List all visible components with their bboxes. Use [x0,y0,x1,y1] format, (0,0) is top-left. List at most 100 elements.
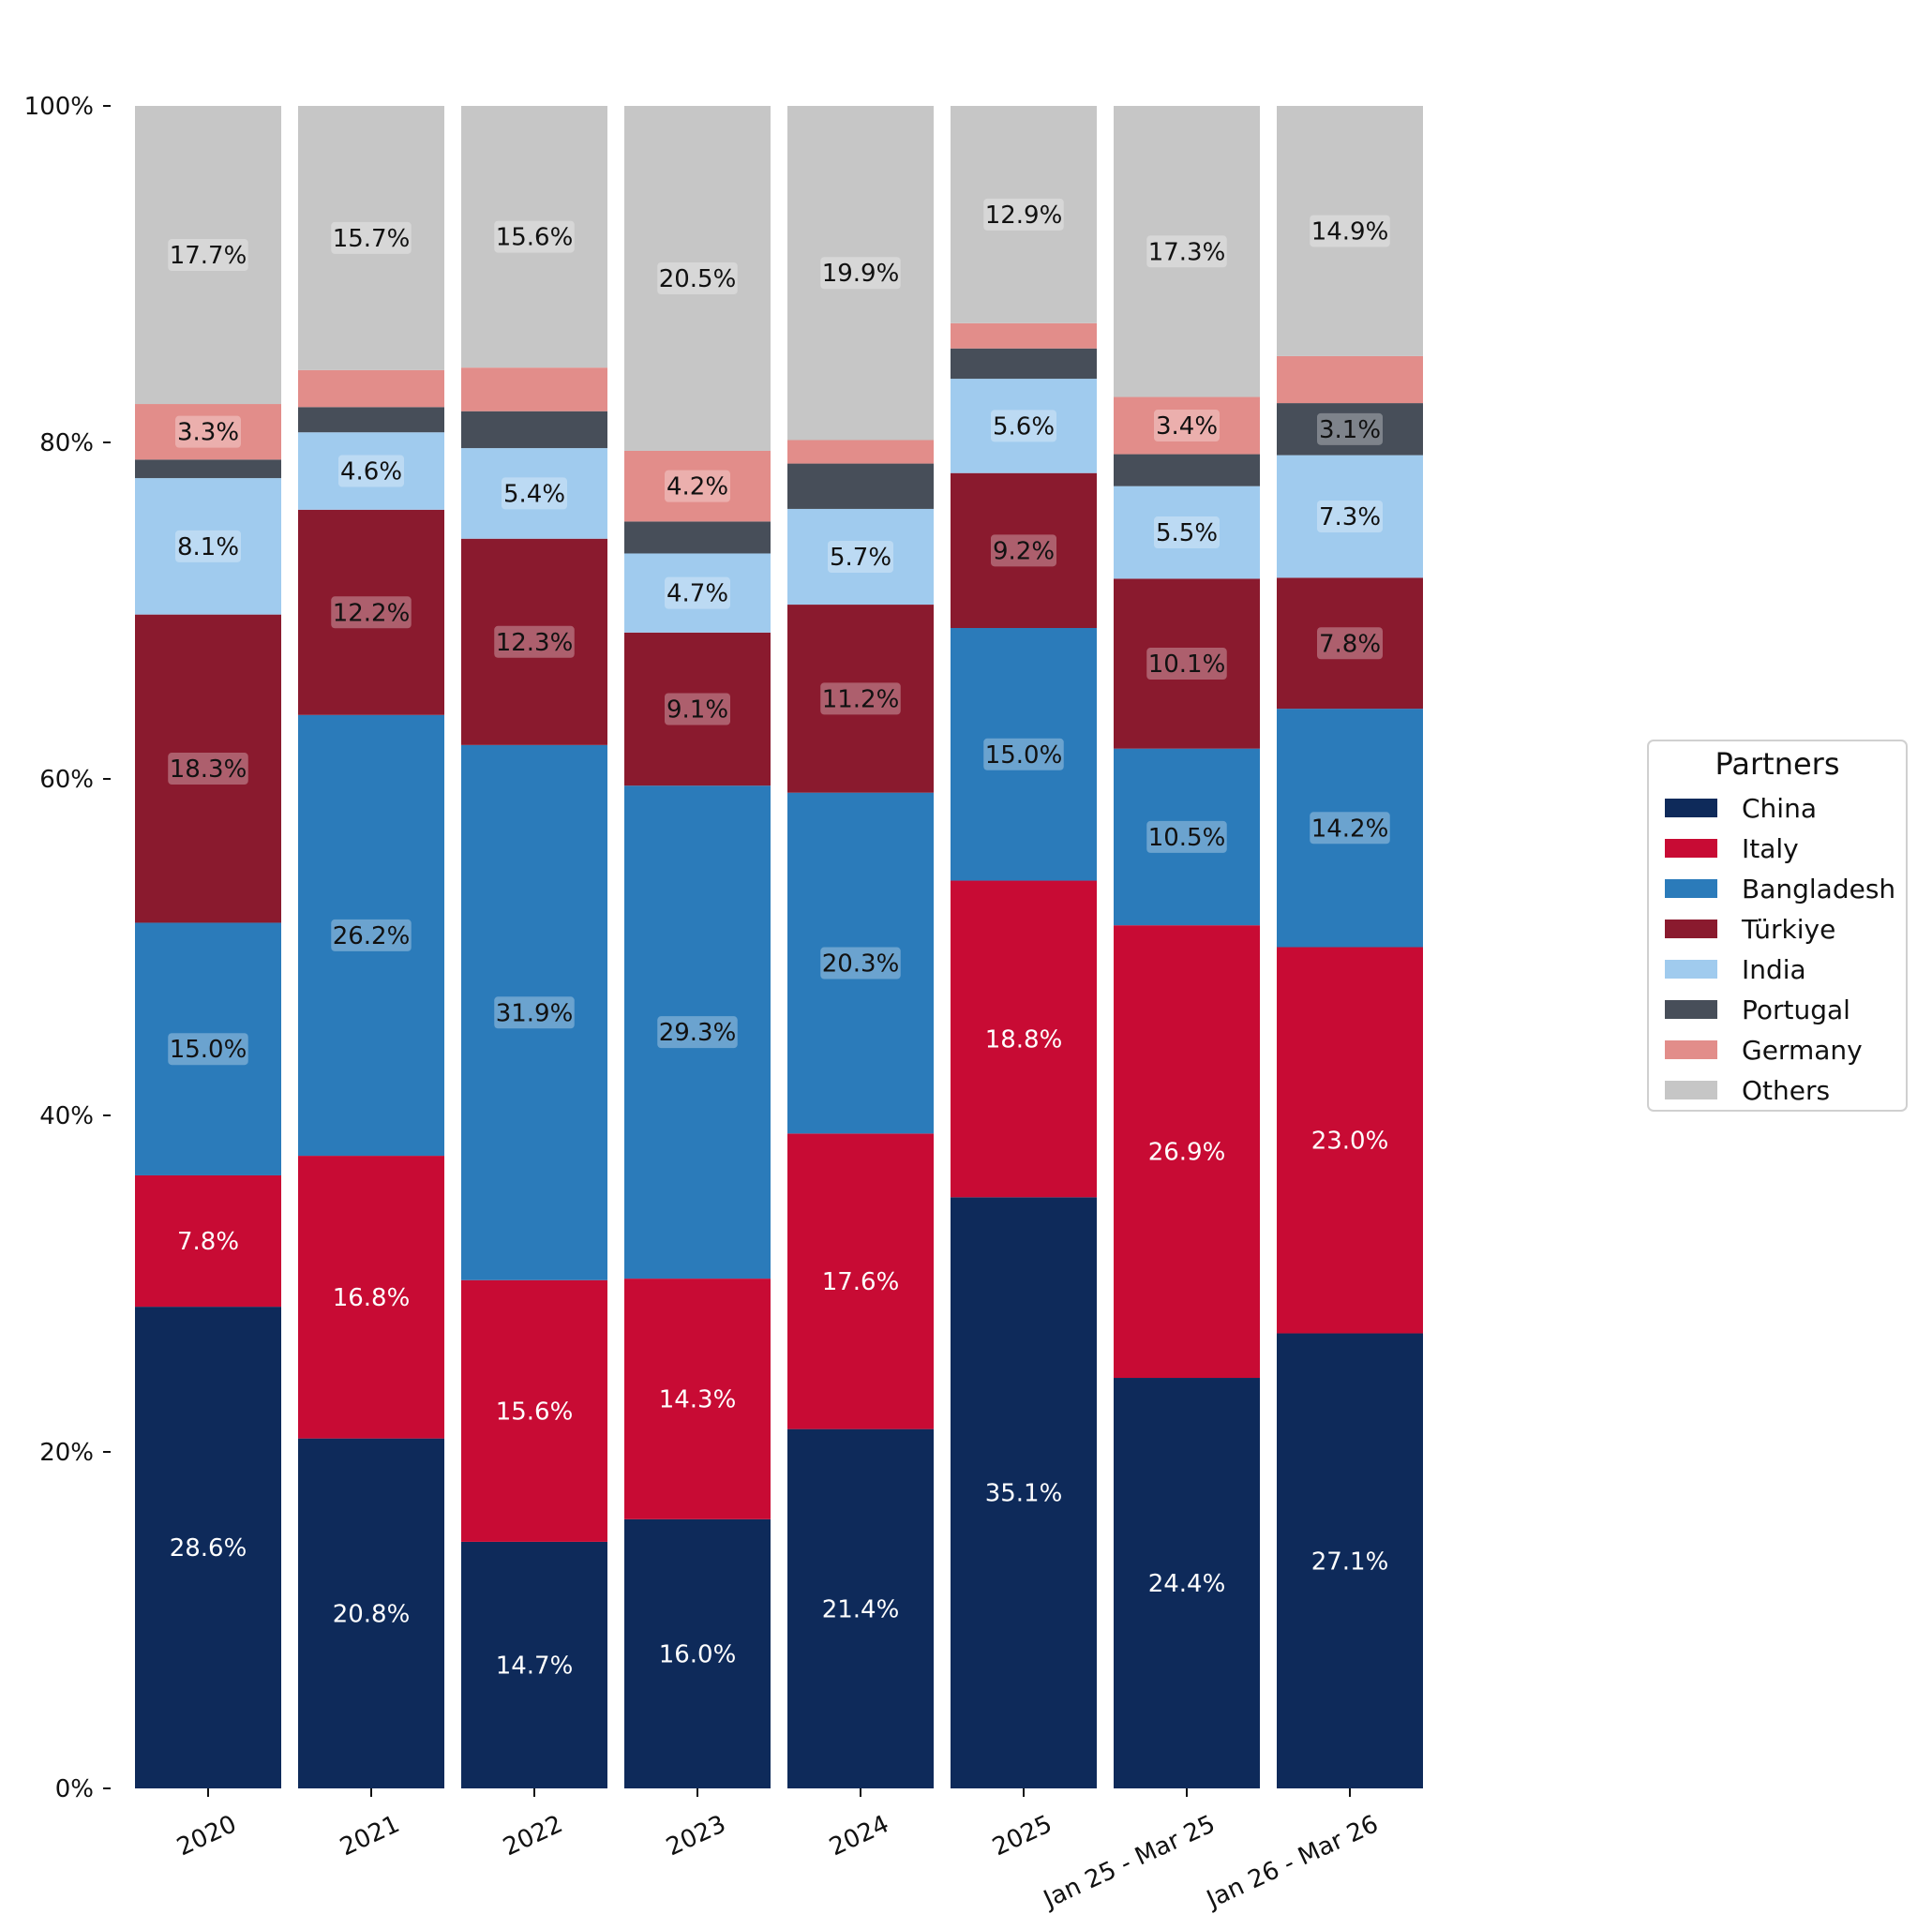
y-tick-label: 20% [39,1439,94,1467]
bar-label: 15.6% [496,224,574,252]
bar-segment [135,106,281,405]
bar-label-box [1154,410,1220,442]
bar-segment [624,521,771,554]
bar-segment [787,463,934,509]
bar-label: 14.3% [659,1385,737,1413]
bar-label: 24.4% [1148,1570,1226,1598]
bar-segment [298,432,444,510]
bar-label: 11.2% [822,685,900,713]
legend-items: China Italy Bangladesh Türkiye India Portugal… [1665,793,1895,1106]
bar-label: 15.0% [170,1036,247,1064]
bar-label: 8.1% [177,533,239,561]
bar-label: 17.6% [822,1268,900,1296]
bar-label-box [983,738,1064,770]
bar-segment [624,632,771,786]
x-tick-label: 2020 [172,1810,241,1862]
y-tick-label: 60% [39,766,94,794]
bar-label: 14.7% [496,1652,574,1680]
bar-label: 12.9% [985,202,1063,230]
bar-label: 20.3% [822,950,900,979]
legend-label: Türkiye [1741,914,1835,945]
bar-segment [951,106,1097,323]
legend-swatch [1665,1000,1717,1019]
bar-label: 17.3% [1148,238,1226,266]
bar-segment [951,880,1097,1198]
bar-label: 35.1% [985,1480,1063,1508]
bar-segment [951,1197,1097,1788]
bar-segment [135,459,281,479]
bar-label-box [168,1033,248,1066]
bar-label-box [168,239,248,272]
bar-label-box [1317,501,1383,533]
bar-segment [1277,455,1423,578]
bar-label-box [494,996,575,1029]
bar-label-box [1146,235,1227,268]
bar-label: 3.4% [1156,412,1218,441]
bar-segment [1114,486,1260,579]
bar-label: 29.3% [659,1019,737,1047]
x-tick-label: 2023 [662,1810,730,1862]
bar-label: 31.9% [496,999,574,1027]
bar-label-box [175,530,241,562]
bar-label-box [665,693,730,725]
legend-swatch [1665,1040,1717,1059]
bar-label-box [168,753,248,785]
bar-segment [624,450,771,522]
bar-segment [951,472,1097,629]
bar-segment [1114,396,1260,455]
bar-label: 4.6% [340,458,402,486]
bar-segment [461,744,607,1280]
bar-label-box [657,1016,738,1049]
legend-label: China [1742,793,1817,824]
bar-label-box [665,576,730,609]
bar-label-box [331,919,412,951]
legend-swatch [1665,839,1717,858]
bar-segment [787,792,934,1134]
bar-segment [951,322,1097,349]
bar-segment [461,367,607,411]
bar-label-box [657,262,738,294]
bar-segment [461,448,607,539]
bar-label: 9.2% [993,537,1055,565]
bar-label-box [175,415,241,448]
bar-label: 7.8% [1319,630,1381,658]
bar-label-box [338,455,404,487]
bar-label: 19.9% [822,260,900,288]
legend-swatch [1665,799,1717,817]
bar-segment [1277,106,1423,356]
bar-segment [1114,748,1260,926]
bar-label: 16.8% [333,1284,411,1312]
bar-label-box [494,220,575,253]
bar-segment [1114,454,1260,486]
bar-label: 15.6% [496,1398,574,1426]
bar-label: 3.3% [177,419,239,447]
bar-segment [1277,1333,1423,1788]
x-tick-label: Jan 26 - Mar 26 [1201,1810,1383,1915]
bar-segment [461,538,607,745]
bar-label-box [665,470,730,502]
bar-segment [1277,403,1423,456]
y-tick-label: 0% [55,1775,94,1803]
bar-segment [624,785,771,1279]
legend-label: India [1742,954,1806,985]
bar-segment [787,440,934,464]
legend-swatch [1665,879,1717,898]
bar-label-box [983,198,1064,231]
x-tick-label: Jan 25 - Mar 25 [1038,1810,1220,1915]
x-tick-label: 2025 [988,1810,1056,1862]
bar-segment [135,404,281,460]
x-tick-label: 2021 [336,1810,404,1862]
bar-segment [624,553,771,633]
bar-label: 28.6% [170,1534,247,1563]
bar-segment [951,379,1097,473]
bar-label-box [1146,648,1227,680]
bar-label-box [820,682,901,715]
bar-label: 12.3% [496,629,574,657]
bar-label: 26.9% [1148,1139,1226,1167]
bar-label: 5.5% [1156,519,1218,547]
bar-label: 10.1% [1148,650,1226,679]
bar-label: 10.5% [1148,824,1226,852]
bar-segment [298,714,444,1157]
bar-segment [787,1133,934,1429]
